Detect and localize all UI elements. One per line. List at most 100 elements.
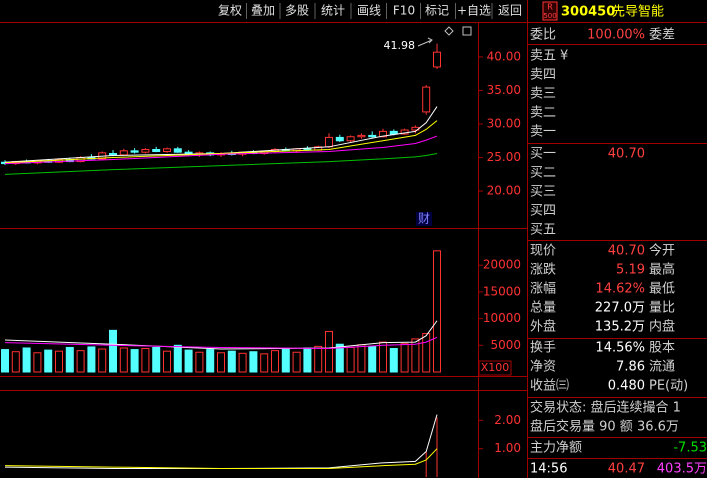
stock-name: 先导智能 xyxy=(612,5,664,20)
stat-label: 换手 xyxy=(530,341,556,356)
stat-label: 最低 xyxy=(649,282,675,297)
badge-top: R xyxy=(547,3,553,12)
high-label: 41.98 xyxy=(384,39,416,52)
volume-bar xyxy=(271,350,279,373)
y-tick-label: 1.00 xyxy=(494,441,521,455)
toolbar-button[interactable]: 多股 xyxy=(285,4,309,18)
quote-label: 委比 xyxy=(530,28,556,43)
candle-body xyxy=(433,51,441,68)
volume-bar xyxy=(281,348,290,373)
y-tick-label: 20000 xyxy=(483,258,521,272)
volume-bar xyxy=(389,348,398,373)
ask-label: 卖三 xyxy=(530,87,556,102)
stat-value: 14.62% xyxy=(595,282,645,297)
candle-body xyxy=(109,153,117,156)
y-tick-label: 10000 xyxy=(483,311,521,325)
volume-bar xyxy=(217,352,225,373)
volume-bar xyxy=(400,343,409,373)
tick-price: 40.47 xyxy=(608,462,645,477)
stat-label: 总量 xyxy=(530,301,556,316)
stat-label: 今开 xyxy=(649,243,675,259)
y-tick-label: 40.00 xyxy=(487,49,521,63)
quote-value: 100.00% xyxy=(587,28,645,43)
stat-label: 内盘 xyxy=(649,319,675,335)
stat-label: 收益㈢ xyxy=(530,379,569,394)
quote-label: 委差 xyxy=(649,28,675,43)
stat-value: 7.86 xyxy=(616,360,645,375)
y-tick-label: 30.00 xyxy=(487,116,521,130)
toolbar-button[interactable]: 返回 xyxy=(498,4,522,18)
toolbar-button[interactable]: F10 xyxy=(393,4,415,18)
toolbar-button[interactable]: +自选 xyxy=(457,4,491,18)
ask-label: 卖二 xyxy=(530,106,556,121)
toolbar-button[interactable]: 画线 xyxy=(357,4,381,18)
after-hours: 盘后交易量 90 额 36.6万 xyxy=(530,419,679,435)
indicator-line xyxy=(4,414,438,469)
indicator-line xyxy=(4,153,438,175)
candle-body xyxy=(325,136,333,148)
volume-bar xyxy=(368,345,377,373)
volume-bar xyxy=(1,349,9,373)
indicator-line xyxy=(4,448,438,469)
event-marker: 财 xyxy=(418,212,430,226)
bid-label: 买四 xyxy=(530,204,556,219)
unit-box xyxy=(478,360,512,376)
event-box xyxy=(416,212,432,226)
volume-bar xyxy=(173,344,182,373)
volume-bar xyxy=(292,351,301,373)
y-tick-label: 15000 xyxy=(483,284,521,298)
ask-symbol: ¥ xyxy=(560,49,568,64)
stat-value: 40.70 xyxy=(608,244,645,259)
y-tick-label: 20.00 xyxy=(487,184,521,198)
volume-bar xyxy=(44,349,53,373)
bid-label: 买三 xyxy=(530,185,556,200)
volume-bar xyxy=(130,349,139,373)
stat-label: 股本 xyxy=(649,341,675,356)
indicator-line xyxy=(4,320,438,350)
stat-label: 流通 xyxy=(649,360,675,375)
badge-bottom: 500 xyxy=(543,12,556,20)
y-tick-label: 25.00 xyxy=(487,150,521,164)
candle-body xyxy=(173,148,182,153)
candle-body xyxy=(163,148,171,153)
high-arrow xyxy=(417,37,433,47)
stat-label: 涨跌 xyxy=(530,262,556,278)
toolbar-button[interactable]: 叠加 xyxy=(251,4,275,18)
indicator-line xyxy=(4,336,438,350)
volume-bar xyxy=(33,352,42,373)
stat-value: 227.0万 xyxy=(595,301,645,316)
volume-bar xyxy=(76,350,85,373)
tick-time: 14:56 xyxy=(530,462,567,477)
toolbar-button[interactable]: 复权 xyxy=(218,4,242,18)
after-hours: 交易状态: 盘后连续撮合 1 xyxy=(530,400,681,416)
volume-bar xyxy=(411,338,420,373)
bid-label: 买二 xyxy=(530,166,556,181)
toolbar-button[interactable]: 标记 xyxy=(425,4,449,18)
volume-bar xyxy=(184,349,193,373)
candle-body xyxy=(141,148,150,153)
indicator-line xyxy=(4,106,438,163)
candle-body xyxy=(130,150,139,153)
y-tick-label: 2.00 xyxy=(494,413,521,427)
volume-bar xyxy=(109,329,117,373)
candle-body xyxy=(379,130,387,138)
volume-bar xyxy=(141,348,150,373)
volume-bar xyxy=(206,349,215,373)
stock-code: 300450 xyxy=(561,5,615,20)
volume-bar xyxy=(303,347,312,373)
bid-label: 买一 xyxy=(530,147,556,162)
chart-icons xyxy=(444,26,472,36)
candle-body xyxy=(368,134,377,138)
stat-label: 净资 xyxy=(530,360,556,375)
volume-bar xyxy=(152,346,161,373)
stat-label: 涨幅 xyxy=(530,282,556,297)
toolbar-button[interactable]: 统计 xyxy=(321,4,345,18)
volume-bar xyxy=(357,344,366,373)
ask-label: 卖一 xyxy=(530,125,556,140)
y-tick-label: 35.00 xyxy=(487,83,521,97)
stat-value: 0.480 xyxy=(608,379,645,394)
